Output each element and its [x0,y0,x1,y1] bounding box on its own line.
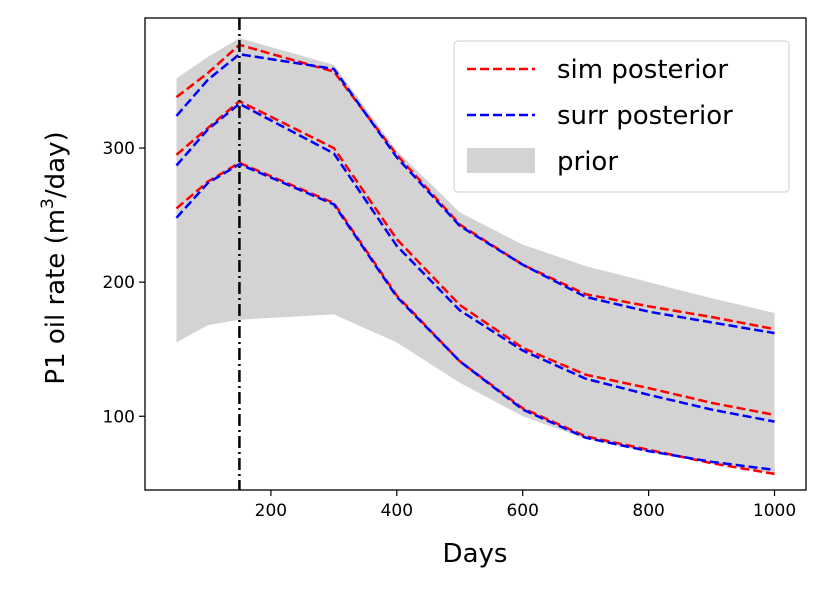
x-axis-label: Days [443,539,508,569]
y-axis-label-superscript: 3 [38,198,58,209]
y-tick-label: 100 [103,407,135,427]
plot-area [175,18,775,490]
sim-posterior-median-line [175,99,775,417]
x-tick-label: 400 [381,501,413,521]
surr-posterior-upper-line [175,52,775,335]
y-tick-label: 200 [103,273,135,293]
axes-frame [144,17,807,491]
legend-box [453,40,790,193]
legend-prior-swatch [467,148,535,173]
surr-posterior-median-line [175,102,775,423]
x-tick-label: 1000 [753,501,796,521]
legend-sim-posterior-label: sim posterior [557,55,728,85]
legend-surr-posterior-label: surr posterior [557,101,733,131]
x-tick-label: 600 [506,501,538,521]
legend: sim posterior surr posterior prior [453,40,790,193]
x-tick-label: 200 [255,501,287,521]
y-axis-label: P1 oil rate (m3/day) [38,131,71,384]
y-axis: 100 200 300 [103,139,145,427]
x-tick-label: 800 [632,501,664,521]
x-axis: 200 400 600 800 1000 [255,490,796,521]
y-axis-label-main: P1 oil rate (m [41,209,71,385]
surr-posterior-lower-line [175,162,775,472]
prior-band [176,38,775,474]
y-tick-label: 300 [103,139,135,159]
y-axis-label-tail: /day) [41,131,71,198]
legend-prior-label: prior [557,147,618,177]
